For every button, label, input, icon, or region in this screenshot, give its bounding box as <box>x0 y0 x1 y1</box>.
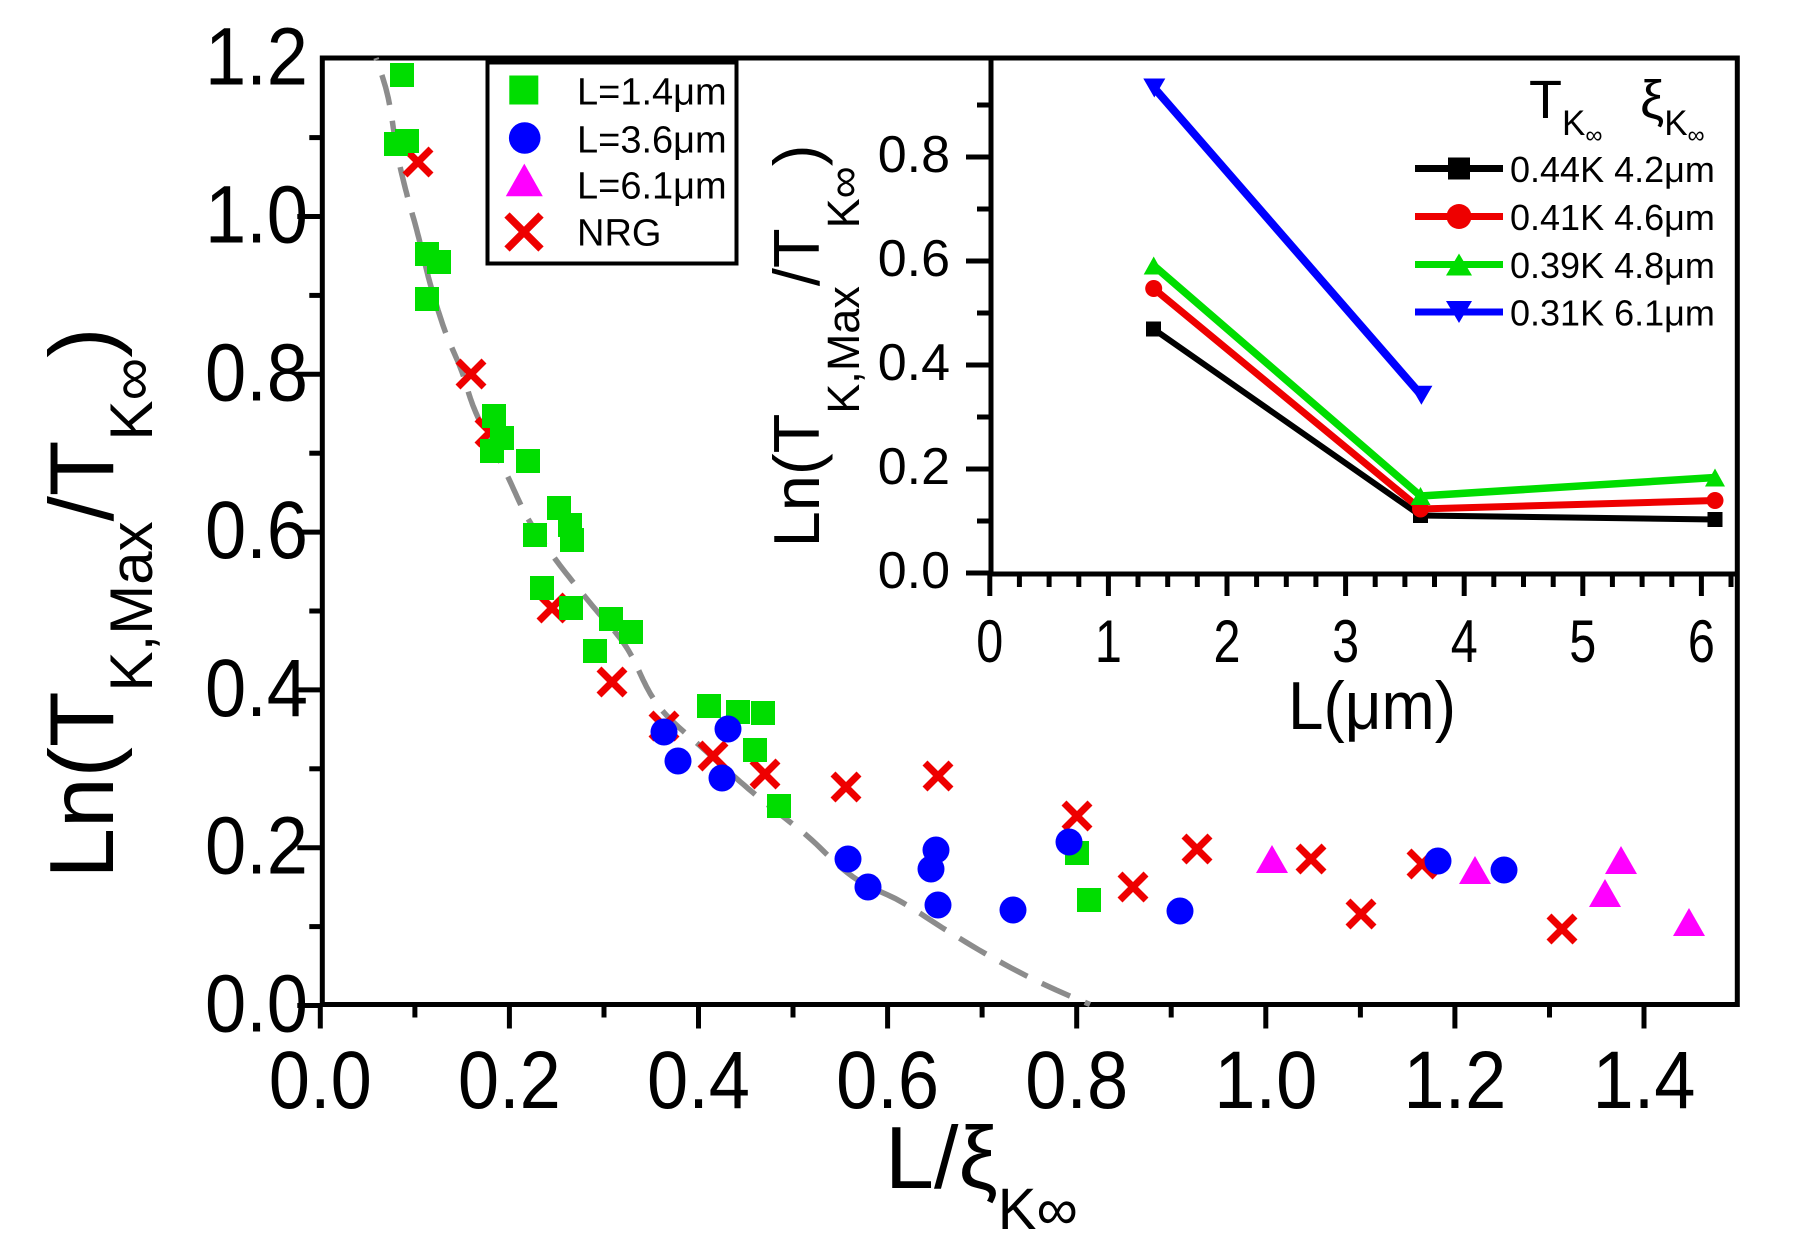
svg-text:0.41K 4.6μm: 0.41K 4.6μm <box>1510 197 1715 238</box>
svg-text:L=3.6μm: L=3.6μm <box>577 120 727 162</box>
svg-text:0: 0 <box>976 608 1003 675</box>
svg-text:1.0: 1.0 <box>1214 1035 1317 1126</box>
svg-text:L(μm): L(μm) <box>1288 668 1456 744</box>
svg-text:1: 1 <box>1095 608 1122 675</box>
svg-text:6: 6 <box>1688 608 1715 675</box>
svg-text:1.2: 1.2 <box>1403 1035 1506 1126</box>
svg-text:0.8: 0.8 <box>1025 1035 1128 1126</box>
svg-text:0.0: 0.0 <box>878 542 950 600</box>
svg-text:L=6.1μm: L=6.1μm <box>577 166 727 208</box>
svg-text:0.2: 0.2 <box>205 801 308 892</box>
svg-text:0.2: 0.2 <box>878 438 950 496</box>
svg-text:0.31K 6.1μm: 0.31K 6.1μm <box>1510 293 1715 334</box>
svg-text:0.39K 4.8μm: 0.39K 4.8μm <box>1510 245 1715 286</box>
svg-text:0.0: 0.0 <box>269 1035 372 1126</box>
svg-text:0.4: 0.4 <box>647 1035 750 1126</box>
svg-text:0.2: 0.2 <box>458 1035 561 1126</box>
svg-text:4: 4 <box>1451 608 1478 675</box>
svg-text:0.44K 4.2μm: 0.44K 4.2μm <box>1510 149 1715 190</box>
svg-text:0.8: 0.8 <box>205 327 308 418</box>
svg-text:2: 2 <box>1214 608 1241 675</box>
svg-text:L=1.4μm: L=1.4μm <box>577 72 727 114</box>
svg-text:1.0: 1.0 <box>205 170 308 261</box>
svg-text:0.4: 0.4 <box>878 334 950 392</box>
svg-text:5: 5 <box>1569 608 1596 675</box>
svg-text:0.0: 0.0 <box>205 959 308 1050</box>
svg-text:3: 3 <box>1332 608 1359 675</box>
svg-text:0.6: 0.6 <box>205 485 308 576</box>
svg-text:0.8: 0.8 <box>878 126 950 184</box>
svg-text:0.4: 0.4 <box>205 643 308 734</box>
svg-text:NRG: NRG <box>577 213 661 255</box>
svg-text:1.2: 1.2 <box>205 12 308 103</box>
svg-text:0.6: 0.6 <box>836 1035 939 1126</box>
svg-text:0.6: 0.6 <box>878 230 950 288</box>
svg-text:1.4: 1.4 <box>1593 1035 1696 1126</box>
